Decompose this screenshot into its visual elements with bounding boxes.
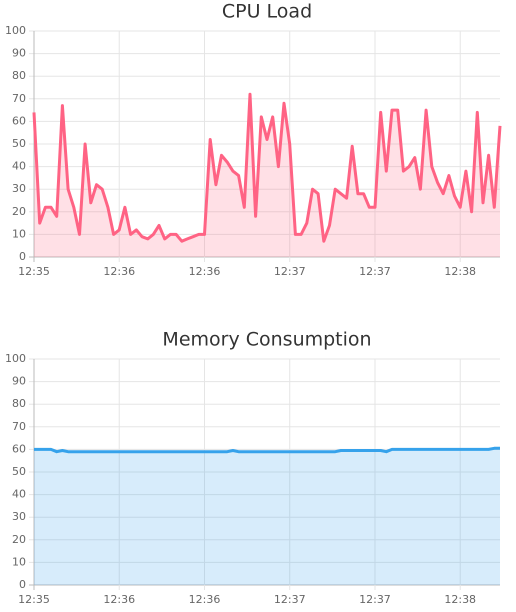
x-tick-label: 12:37 xyxy=(359,265,391,278)
y-tick-label: 50 xyxy=(12,137,26,150)
x-tick-label: 12:36 xyxy=(189,265,221,278)
x-tick-label: 12:36 xyxy=(103,265,135,278)
data-line xyxy=(34,446,500,454)
y-tick-label: 90 xyxy=(12,47,26,60)
y-tick-label: 80 xyxy=(12,397,26,410)
area-fill xyxy=(34,448,500,585)
y-tick-label: 100 xyxy=(5,352,26,365)
x-tick-label: 12:36 xyxy=(189,593,221,606)
y-tick-label: 10 xyxy=(12,555,26,568)
y-tick-label: 70 xyxy=(12,92,26,105)
y-tick-label: 60 xyxy=(12,114,26,127)
x-tick-label: 12:37 xyxy=(274,265,306,278)
y-tick-label: 10 xyxy=(12,227,26,240)
x-tick-label: 12:35 xyxy=(18,265,50,278)
y-tick-label: 90 xyxy=(12,375,26,388)
x-tick-label: 12:37 xyxy=(359,593,391,606)
area-fill xyxy=(34,94,500,257)
x-tick-label: 12:38 xyxy=(444,593,476,606)
y-tick-label: 40 xyxy=(12,488,26,501)
y-tick-label: 30 xyxy=(12,510,26,523)
data-line xyxy=(32,92,502,243)
y-tick-label: 0 xyxy=(19,250,26,263)
x-tick-label: 12:36 xyxy=(103,593,135,606)
x-tick-label: 12:35 xyxy=(18,593,50,606)
y-tick-label: 50 xyxy=(12,465,26,478)
y-tick-label: 20 xyxy=(12,205,26,218)
y-tick-label: 70 xyxy=(12,420,26,433)
y-tick-label: 100 xyxy=(5,24,26,37)
y-tick-label: 20 xyxy=(12,533,26,546)
y-tick-label: 40 xyxy=(12,160,26,173)
x-tick-label: 12:38 xyxy=(444,265,476,278)
y-tick-label: 0 xyxy=(19,578,26,591)
y-tick-label: 80 xyxy=(12,69,26,82)
y-tick-label: 30 xyxy=(12,182,26,195)
x-tick-label: 12:37 xyxy=(274,593,306,606)
chart-title: CPU Load xyxy=(222,1,312,23)
chart-title: Memory Consumption xyxy=(162,329,371,351)
y-tick-label: 60 xyxy=(12,442,26,455)
